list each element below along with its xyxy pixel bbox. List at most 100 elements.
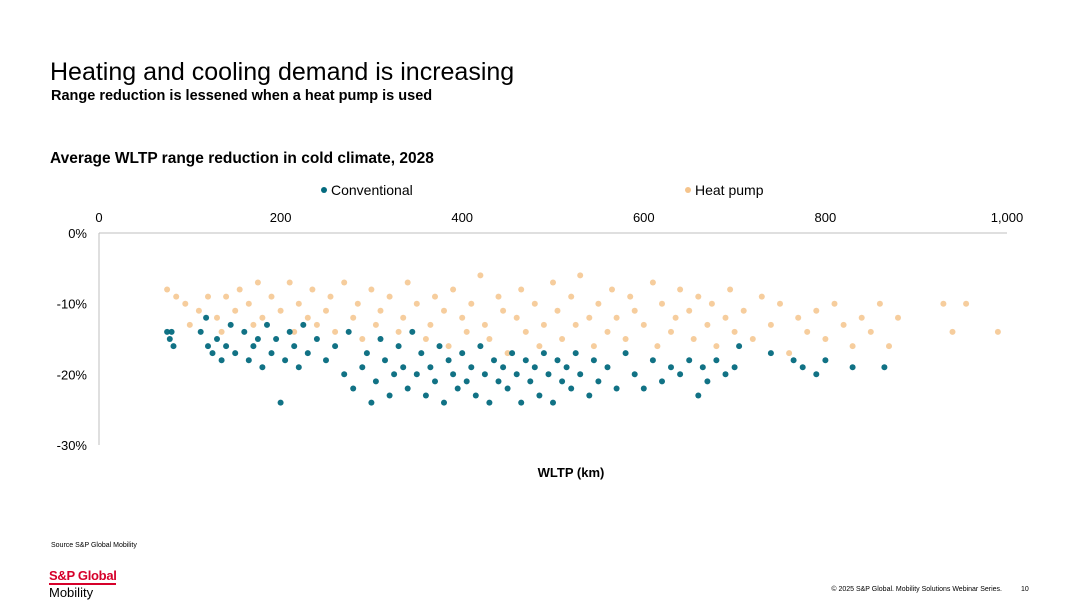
heat-pump-point bbox=[572, 321, 579, 328]
heat-pump-point bbox=[876, 300, 883, 307]
conventional-point bbox=[518, 399, 525, 406]
heat-pump-point bbox=[395, 328, 402, 335]
conventional-point bbox=[232, 350, 239, 357]
heat-pump-point bbox=[550, 279, 556, 286]
heat-pump-point bbox=[432, 293, 438, 300]
conventional-point bbox=[323, 357, 329, 364]
heat-pump-point bbox=[186, 321, 193, 328]
conventional-point bbox=[572, 350, 579, 357]
conventional-point bbox=[522, 357, 529, 364]
heat-pump-point bbox=[504, 350, 511, 357]
heat-pump-point bbox=[232, 307, 239, 314]
conventional-point bbox=[568, 385, 575, 392]
conventional-point bbox=[468, 364, 475, 371]
conventional-point bbox=[595, 378, 602, 385]
conventional-point bbox=[699, 364, 706, 371]
conventional-point bbox=[631, 371, 638, 378]
heat-pump-point bbox=[777, 300, 783, 307]
heat-pump-point bbox=[554, 307, 561, 314]
conventional-point bbox=[640, 385, 647, 392]
heat-pump-point bbox=[577, 272, 584, 279]
conventional-point bbox=[713, 357, 720, 364]
heat-pump-point bbox=[531, 300, 538, 307]
heat-pump-point bbox=[513, 314, 520, 321]
x-tick-label: 200 bbox=[270, 210, 292, 225]
chart-axes: 0 200 400 600 800 1,000 0% -10% -20% -30% bbox=[57, 210, 1024, 453]
heat-pump-point bbox=[277, 307, 284, 314]
heat-pump-point bbox=[427, 321, 434, 328]
conventional-point bbox=[441, 399, 447, 406]
heat-pump-point bbox=[223, 293, 230, 300]
heat-pump-point bbox=[713, 343, 720, 350]
conventional-point bbox=[477, 343, 484, 350]
conventional-point bbox=[372, 378, 379, 385]
conventional-point bbox=[313, 336, 320, 342]
conventional-point bbox=[418, 350, 425, 357]
conventional-point bbox=[513, 371, 520, 378]
conventional-point bbox=[245, 357, 252, 364]
heat-pump-point bbox=[173, 293, 180, 300]
conventional-point bbox=[622, 350, 629, 357]
conventional-point bbox=[345, 328, 352, 335]
heat-pump-point bbox=[477, 272, 484, 279]
conventional-point bbox=[677, 371, 684, 378]
heat-pump-point bbox=[309, 286, 316, 293]
heat-pump-point bbox=[350, 314, 357, 321]
conventional-point bbox=[291, 343, 298, 350]
conventional-point bbox=[481, 371, 488, 378]
conventional-point bbox=[170, 343, 177, 350]
heat-pump-point bbox=[422, 336, 429, 342]
conventional-point bbox=[209, 350, 216, 357]
heat-pump-point bbox=[595, 300, 602, 307]
x-axis-label: WLTP (km) bbox=[538, 465, 605, 480]
conventional-point bbox=[495, 378, 502, 385]
conventional-point bbox=[227, 321, 234, 328]
conventional-point bbox=[295, 364, 302, 371]
conventional-point bbox=[486, 399, 493, 406]
conventional-point bbox=[540, 350, 547, 357]
conventional-point bbox=[450, 371, 457, 378]
legend-conventional-label: Conventional bbox=[331, 182, 413, 198]
conventional-point bbox=[304, 350, 311, 357]
conventional-point bbox=[590, 357, 597, 364]
heat-pump-point bbox=[400, 314, 407, 321]
x-tick-label: 800 bbox=[815, 210, 837, 225]
heat-pump-point bbox=[640, 321, 647, 328]
heat-pump-point bbox=[963, 300, 970, 307]
heat-pump-point bbox=[568, 293, 575, 300]
heat-pump-point bbox=[445, 343, 452, 350]
conventional-point bbox=[799, 364, 806, 371]
heat-pump-point bbox=[722, 314, 729, 321]
heat-pump-point bbox=[354, 300, 361, 307]
heat-pump-point bbox=[867, 328, 874, 335]
heat-pump-point bbox=[450, 286, 457, 293]
heat-pump-point bbox=[463, 328, 470, 335]
conventional-point bbox=[264, 321, 270, 328]
heat-pump-point bbox=[245, 300, 252, 307]
heat-pump-point bbox=[695, 293, 702, 300]
conventional-point bbox=[368, 399, 375, 406]
conventional-point bbox=[577, 371, 584, 378]
x-tick-label: 1,000 bbox=[991, 210, 1024, 225]
conventional-point bbox=[205, 343, 211, 350]
conventional-point bbox=[509, 350, 516, 357]
conventional-point bbox=[377, 336, 384, 342]
company-logo: S&P Global Mobility bbox=[49, 568, 117, 600]
heat-pump-point bbox=[468, 300, 475, 307]
conventional-point bbox=[504, 385, 511, 392]
conventional-point bbox=[813, 371, 820, 378]
heat-pump-point bbox=[704, 321, 711, 328]
heat-pump-point bbox=[767, 321, 774, 328]
legend-heat-pump-marker bbox=[685, 187, 691, 193]
conventional-point bbox=[463, 378, 470, 385]
conventional-point bbox=[166, 336, 173, 342]
conventional-point bbox=[386, 392, 393, 399]
conventional-point bbox=[472, 392, 479, 399]
conventional-point bbox=[659, 378, 665, 385]
heat-pump-point bbox=[731, 328, 738, 335]
conventional-point bbox=[550, 399, 556, 406]
conventional-point bbox=[268, 350, 275, 357]
conventional-point bbox=[881, 364, 888, 371]
heat-pump-point bbox=[813, 307, 820, 314]
